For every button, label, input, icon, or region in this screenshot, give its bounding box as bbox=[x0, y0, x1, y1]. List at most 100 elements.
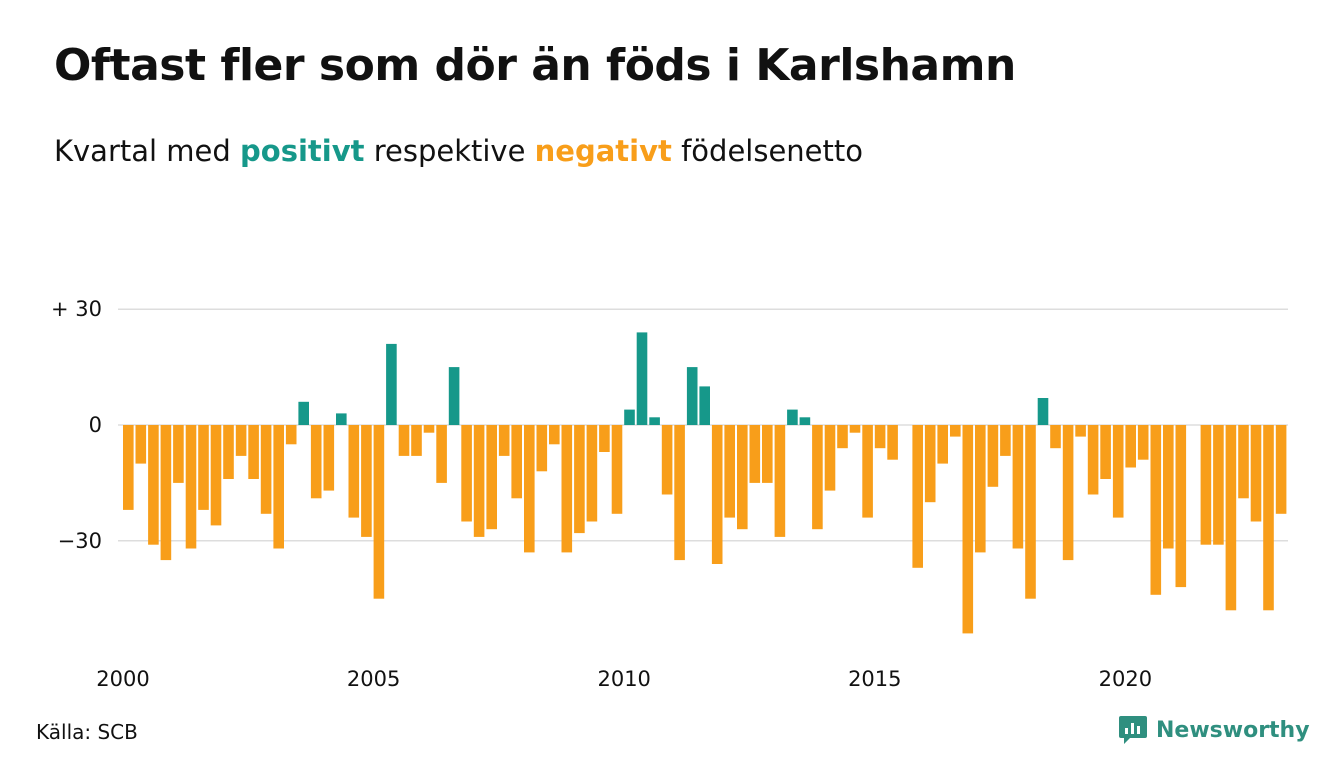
x-tick-label: 2000 bbox=[96, 667, 149, 691]
bar-negative bbox=[1163, 425, 1174, 549]
bar-negative bbox=[1275, 425, 1287, 514]
bar-negative bbox=[574, 425, 585, 534]
bar-negative bbox=[260, 425, 272, 514]
bar-negative bbox=[937, 425, 948, 464]
chart-title: Oftast fler som dör än föds i Karlshamn bbox=[54, 40, 1016, 91]
bar-negative bbox=[1087, 425, 1099, 495]
bar-negative bbox=[198, 425, 209, 510]
x-tick-label: 2010 bbox=[597, 667, 650, 691]
bar-negative bbox=[310, 425, 322, 499]
bar-negative bbox=[1025, 425, 1036, 599]
bar-negative bbox=[436, 425, 447, 483]
y-tick-label: −30 bbox=[58, 529, 102, 553]
bar-negative bbox=[511, 425, 522, 499]
bar-negative bbox=[762, 425, 773, 483]
subtitle-negative-label: negativt bbox=[534, 134, 672, 168]
bar-negative bbox=[1012, 425, 1024, 549]
chart-subtitle: Kvartal med positivt respektive negativt… bbox=[54, 134, 863, 168]
bar-negative bbox=[411, 425, 422, 456]
bar-negative bbox=[849, 425, 861, 433]
y-axis-ticks: + 30 0 −30 bbox=[51, 297, 102, 553]
bar-negative bbox=[285, 425, 297, 445]
newsworthy-logo: Newsworthy bbox=[1118, 714, 1310, 746]
bar-negative bbox=[975, 425, 986, 553]
bar-negative bbox=[1263, 425, 1274, 611]
bar-negative bbox=[1112, 425, 1124, 518]
bar-negative bbox=[962, 425, 974, 634]
bar-positive bbox=[624, 409, 635, 425]
bar-negative bbox=[1175, 425, 1187, 588]
bar-negative bbox=[223, 425, 234, 479]
bar-negative bbox=[148, 425, 159, 545]
x-tick-label: 2015 bbox=[848, 667, 901, 691]
source-label: Källa: SCB bbox=[36, 720, 138, 744]
bar-negative bbox=[1137, 425, 1149, 460]
bar-positive bbox=[1037, 398, 1049, 425]
bar-negative bbox=[248, 425, 259, 479]
bar-negative bbox=[123, 425, 134, 510]
bar-negative bbox=[824, 425, 836, 491]
x-tick-label: 2020 bbox=[1099, 667, 1152, 691]
bar-positive bbox=[448, 367, 460, 425]
bar-negative bbox=[749, 425, 761, 483]
subtitle-prefix: Kvartal med bbox=[54, 134, 231, 168]
bars bbox=[123, 332, 1287, 634]
y-tick-label: + 30 bbox=[51, 297, 102, 321]
bar-negative bbox=[1062, 425, 1074, 561]
bar-negative bbox=[273, 425, 284, 549]
bar-negative bbox=[737, 425, 748, 530]
bar-negative bbox=[586, 425, 598, 522]
bar-negative bbox=[774, 425, 786, 537]
bar-negative bbox=[361, 425, 372, 537]
bar-negative bbox=[611, 425, 623, 514]
bar-negative bbox=[1150, 425, 1162, 595]
bar-negative bbox=[812, 425, 823, 530]
bar-positive bbox=[799, 417, 811, 425]
bar-negative bbox=[549, 425, 560, 445]
bar-negative bbox=[912, 425, 923, 568]
bar-negative bbox=[950, 425, 961, 437]
bar-positive bbox=[386, 343, 397, 425]
bar-negative bbox=[135, 425, 147, 464]
bar-positive bbox=[649, 417, 660, 425]
subtitle-middle: respektive bbox=[373, 134, 526, 168]
bar-negative bbox=[561, 425, 573, 553]
bar-positive bbox=[636, 332, 648, 425]
bar-negative bbox=[1250, 425, 1262, 522]
bar-negative bbox=[711, 425, 723, 564]
bar-negative bbox=[160, 425, 172, 561]
bar-negative bbox=[1050, 425, 1061, 449]
bar-negative bbox=[1213, 425, 1224, 545]
bar-negative bbox=[599, 425, 610, 452]
bar-positive bbox=[699, 386, 710, 425]
bar-negative bbox=[724, 425, 735, 518]
bar-negative bbox=[173, 425, 184, 483]
newsworthy-icon bbox=[1119, 716, 1147, 744]
bar-negative bbox=[423, 425, 435, 433]
bar-positive bbox=[298, 401, 309, 425]
bar-negative bbox=[235, 425, 247, 456]
bar-positive bbox=[787, 409, 798, 425]
bar-positive bbox=[686, 367, 698, 425]
bar-negative bbox=[837, 425, 848, 449]
bar-negative bbox=[887, 425, 898, 460]
y-tick-label: 0 bbox=[89, 413, 102, 437]
bar-negative bbox=[486, 425, 497, 530]
bar-negative bbox=[1200, 425, 1212, 545]
brand-name: Newsworthy bbox=[1156, 717, 1310, 743]
bar-negative bbox=[1238, 425, 1249, 499]
x-tick-label: 2005 bbox=[347, 667, 400, 691]
bar-negative bbox=[924, 425, 936, 503]
bar-negative bbox=[473, 425, 485, 537]
bar-negative bbox=[498, 425, 510, 456]
bar-negative bbox=[661, 425, 673, 495]
bar-negative bbox=[373, 425, 385, 599]
bar-negative bbox=[398, 425, 410, 456]
bar-negative bbox=[461, 425, 472, 522]
bar-negative bbox=[862, 425, 873, 518]
x-axis-ticks: 2000 2005 2010 2015 2020 bbox=[96, 667, 1152, 691]
bar-negative bbox=[1075, 425, 1086, 437]
bar-negative bbox=[1225, 425, 1237, 611]
bar-negative bbox=[536, 425, 548, 472]
